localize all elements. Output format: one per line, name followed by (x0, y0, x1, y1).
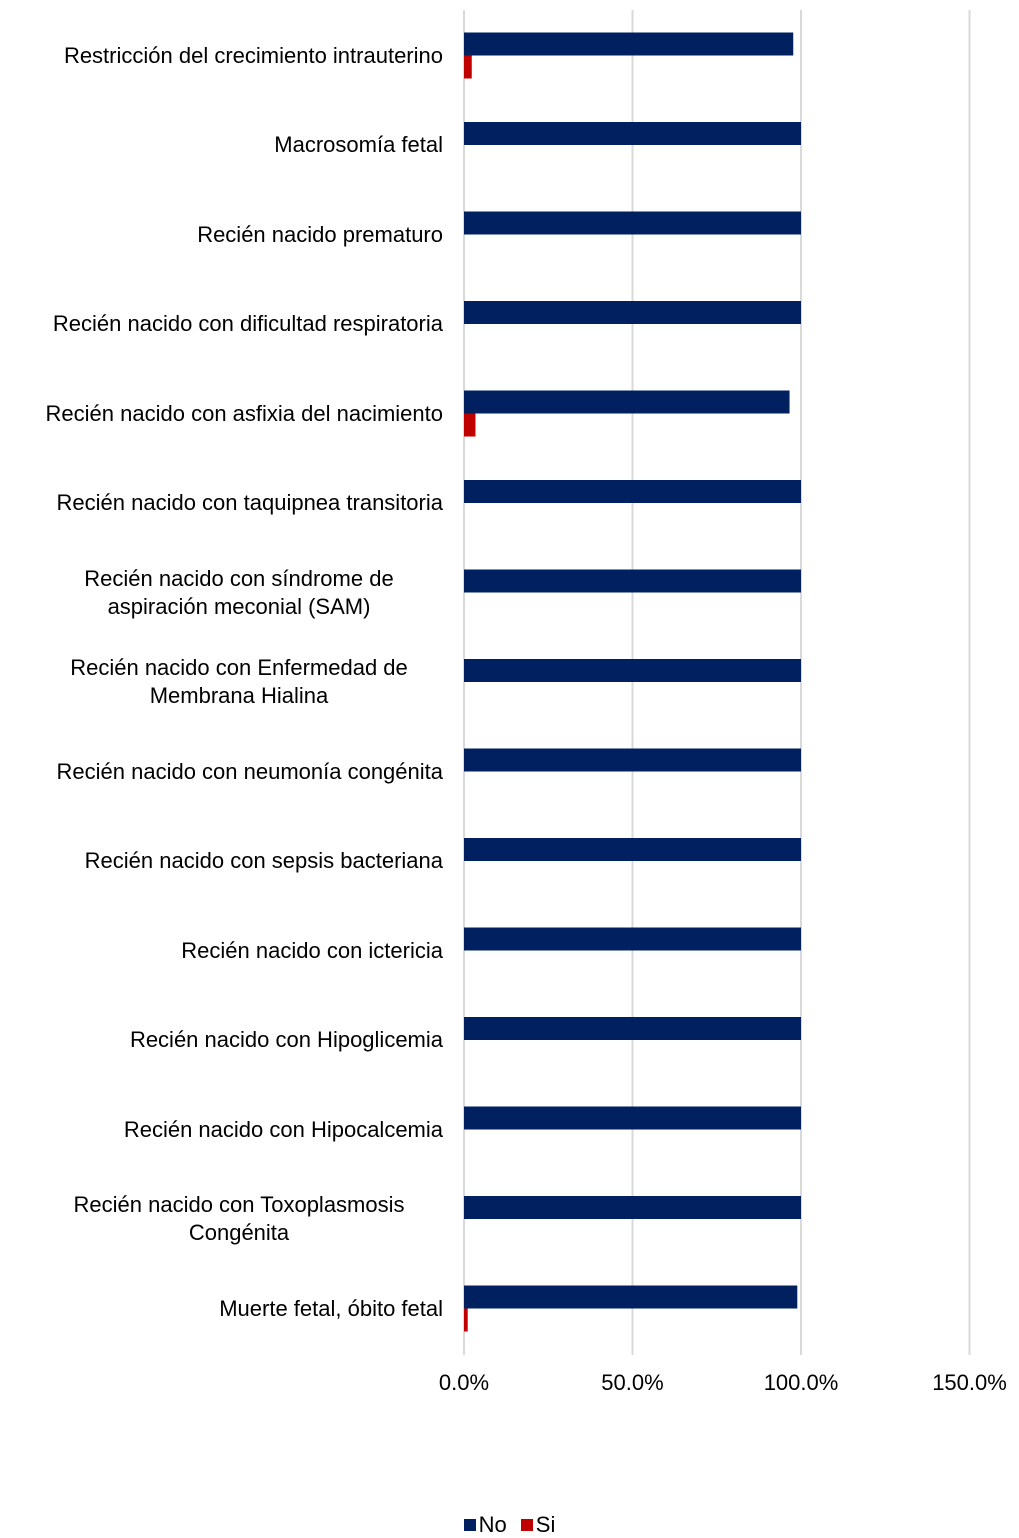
bar-no-13 (464, 1196, 801, 1219)
legend-swatch-no (463, 1519, 476, 1531)
legend-swatch-si (520, 1519, 533, 1531)
bar-no-14 (464, 1285, 798, 1309)
category-label-5: Recién nacido con taquipnea transitoria (56, 490, 443, 515)
bar-no-5 (464, 480, 801, 503)
category-label-11: Recién nacido con Hipoglicemia (129, 1027, 443, 1052)
category-label-4: Recién nacido con asfixia del nacimiento (45, 400, 443, 426)
legend-item-no: No (463, 1512, 507, 1538)
bar-no-0 (464, 32, 794, 56)
category-label-9: Recién nacido con sepsis bacteriana (84, 848, 443, 873)
legend: No Si (0, 1512, 1019, 1538)
category-label-0: Restricción del crecimiento intrauterino (63, 42, 443, 68)
bar-si-0 (464, 55, 472, 79)
category-label-10: Recién nacido con ictericia (181, 937, 443, 963)
bar-no-8 (464, 748, 801, 772)
bar-no-12 (464, 1106, 801, 1130)
legend-label-si: Si (535, 1512, 556, 1537)
bar-no-7 (464, 659, 801, 682)
bar-no-1 (464, 122, 801, 145)
category-label-7: Recién nacido con Enfermedad de Membrana… (70, 655, 408, 708)
legend-label-no: No (478, 1512, 507, 1537)
category-label-1: Macrosomía fetal (274, 132, 443, 157)
x-tick-label-1: 50.0% (601, 1370, 664, 1395)
category-label-14: Muerte fetal, óbito fetal (219, 1295, 443, 1321)
bar-si-4 (464, 413, 476, 437)
bar-no-10 (464, 927, 801, 951)
bar-no-11 (464, 1017, 801, 1040)
bar-no-2 (464, 211, 801, 235)
category-label-12: Recién nacido con Hipocalcemia (123, 1116, 443, 1142)
category-label-3: Recién nacido con dificultad respiratori… (52, 311, 443, 336)
bar-no-6 (464, 569, 801, 593)
category-label-8: Recién nacido con neumonía congénita (56, 758, 444, 784)
x-tick-label-3: 150.0% (932, 1370, 1007, 1395)
bar-si-14 (464, 1308, 468, 1332)
bar-no-4 (464, 390, 790, 414)
x-tick-label-2: 100.0% (763, 1370, 839, 1395)
category-label-13: Recién nacido con Toxoplasmosis Congénit… (73, 1192, 405, 1245)
legend-item-si: Si (520, 1512, 556, 1538)
category-label-2: Recién nacido prematuro (197, 221, 443, 247)
bar-no-3 (464, 301, 801, 324)
bar-no-9 (464, 838, 801, 861)
x-tick-label-0: 0.0% (438, 1370, 490, 1395)
category-label-6: Recién nacido con síndrome de aspiración… (84, 565, 394, 619)
